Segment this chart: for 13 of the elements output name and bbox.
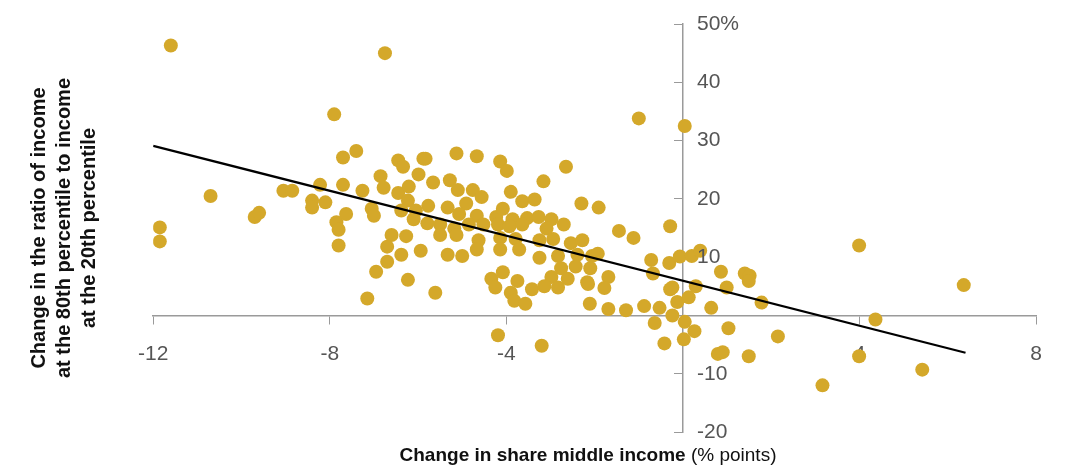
y-axis-title: Change in the ratio of income at the 80th percentile to income at the 20th percentile (25, 76, 100, 381)
y-tick-label: -20 (696, 418, 728, 442)
x-tick-label: -12 (138, 340, 169, 364)
y-tick-label: 10 (696, 243, 721, 267)
x-tick-label: -4 (497, 340, 517, 364)
y-tick-label: 30 (696, 127, 721, 151)
x-tick-label: -8 (320, 340, 340, 364)
y-tick-label: 40 (696, 69, 721, 93)
x-tick-label: 8 (1030, 340, 1042, 364)
x-axis-title: Change in share middle income (% points) (399, 444, 777, 465)
y-tick-label: 50% (696, 10, 739, 34)
y-tick-label: -10 (696, 360, 728, 384)
y-tick-label: 20 (696, 185, 721, 209)
